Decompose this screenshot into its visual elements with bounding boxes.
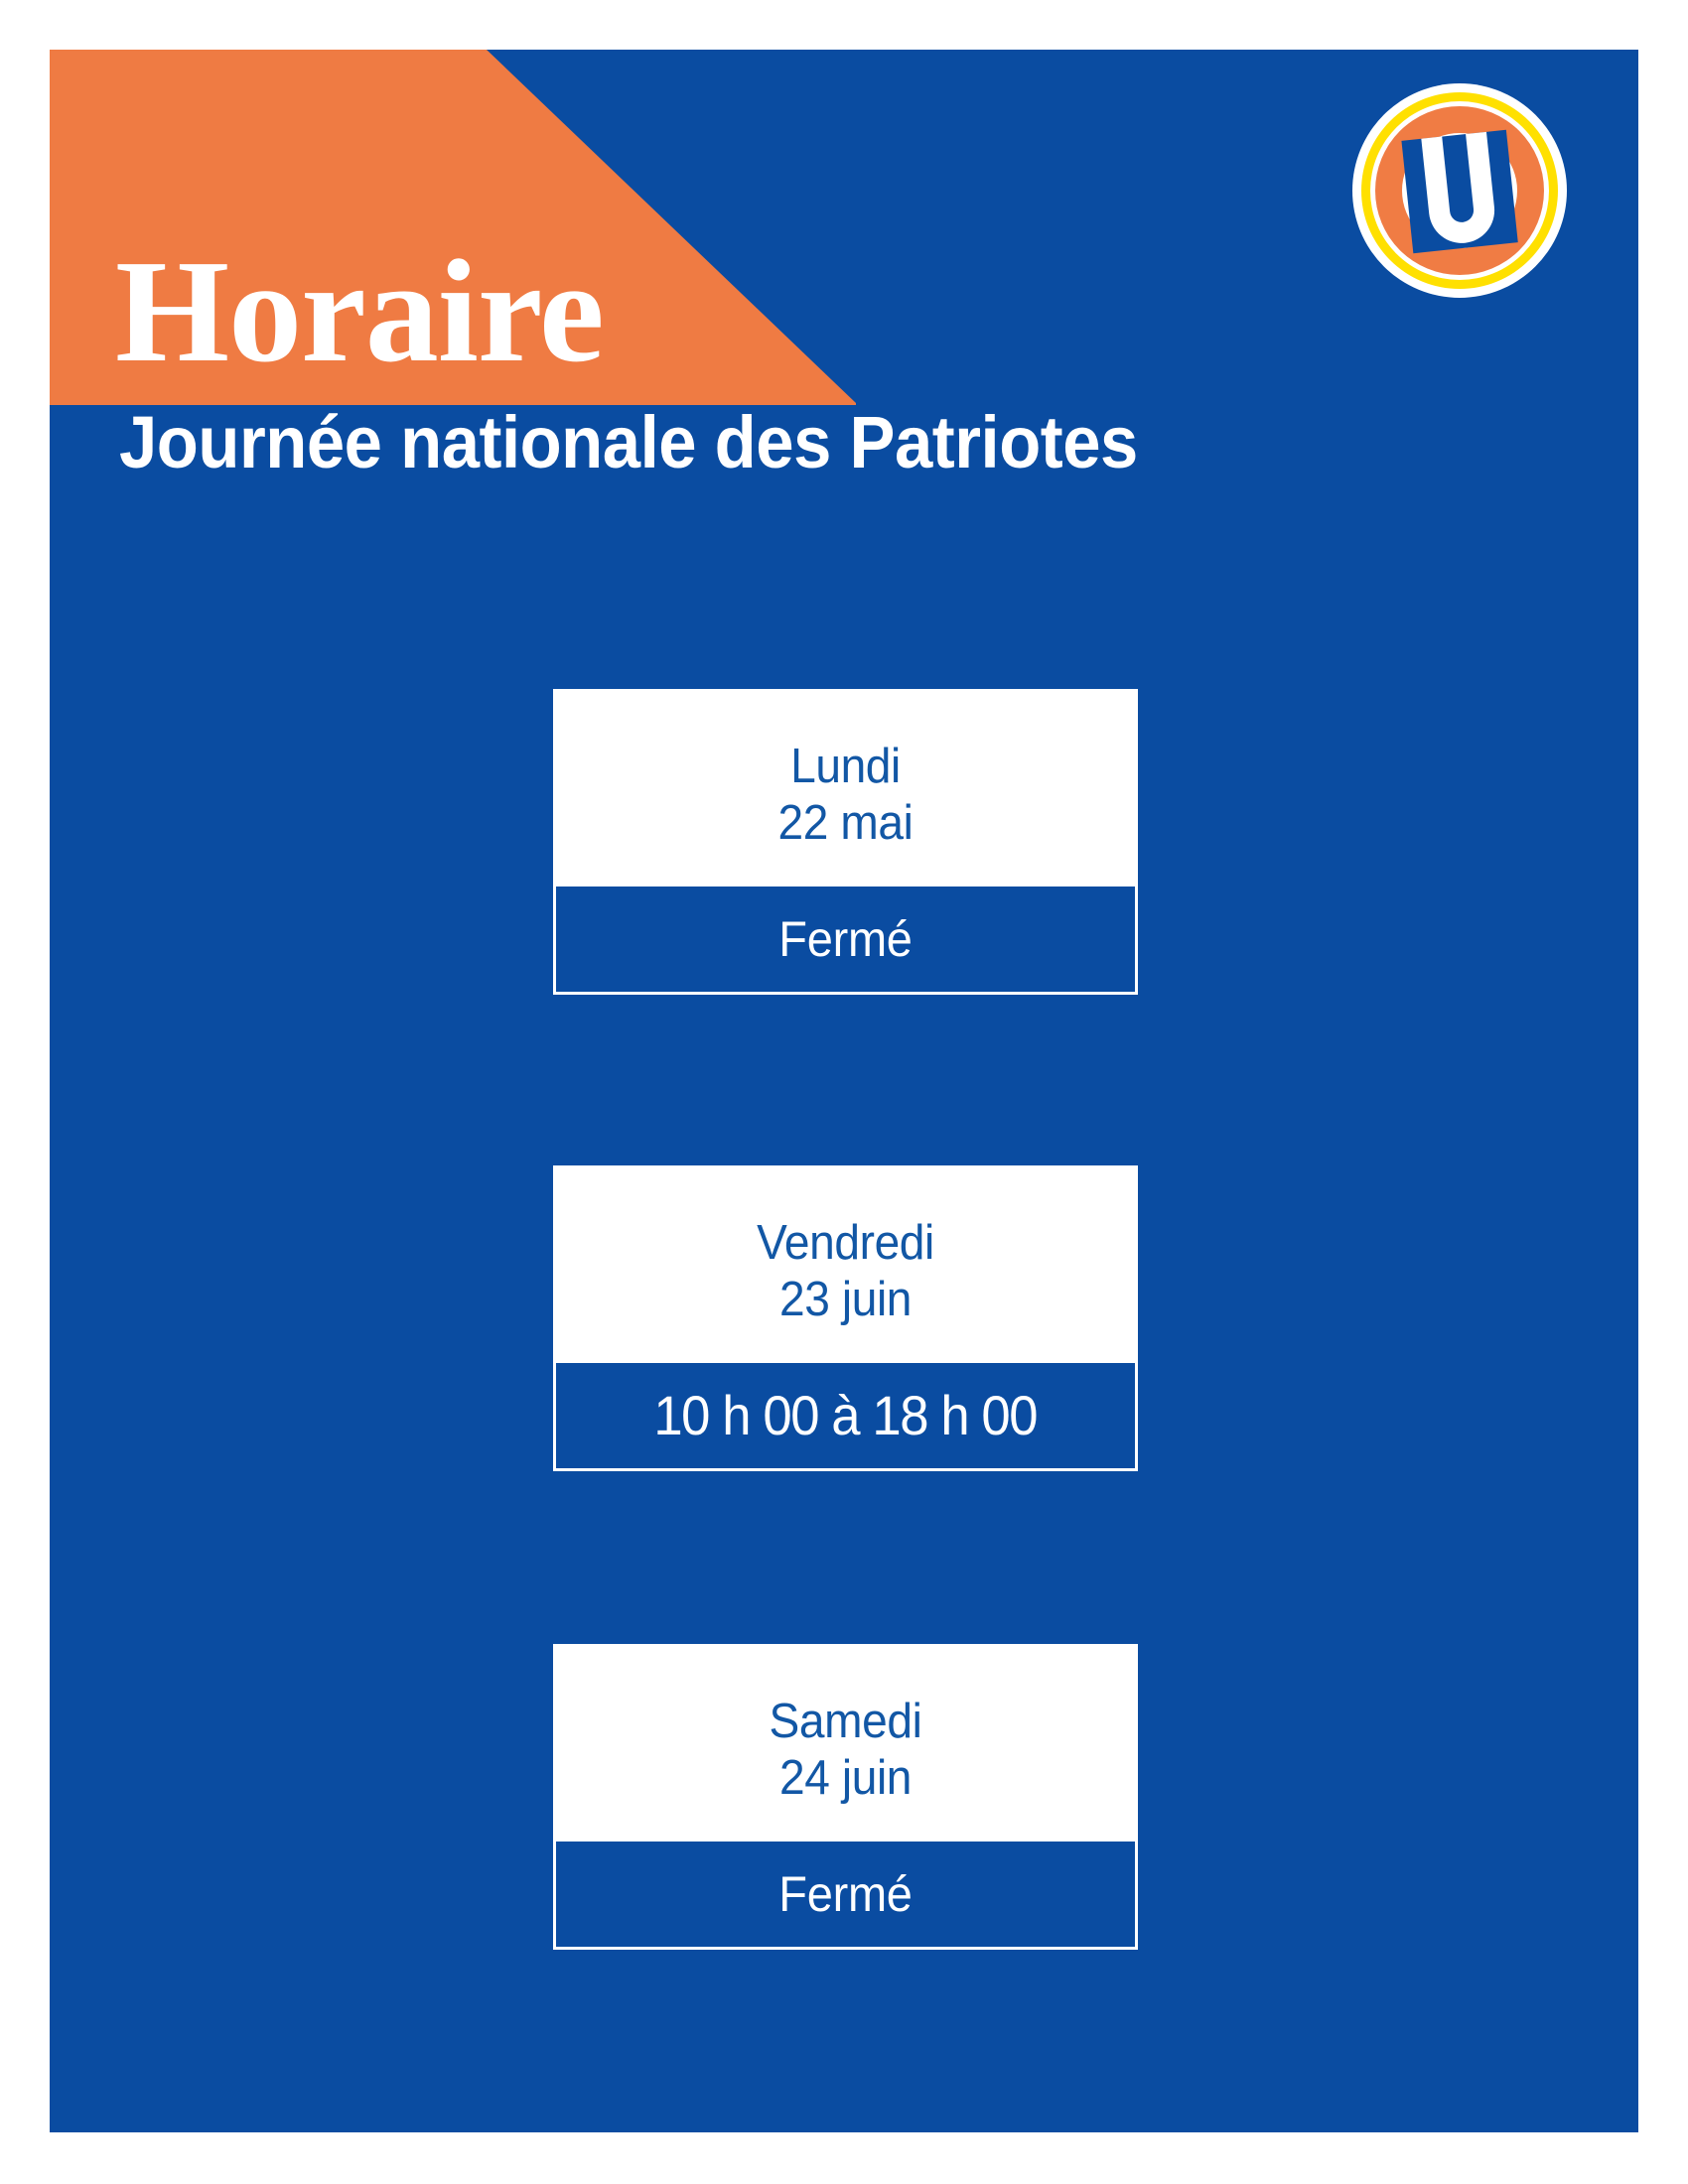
schedule-card-status-block: Fermé: [553, 1839, 1138, 1950]
schedule-day-name: Lundi: [790, 740, 901, 793]
schedule-card-day-block: Vendredi 23 juin: [553, 1165, 1138, 1360]
schedule-card-status-block: 10 h 00 à 18 h 00: [553, 1360, 1138, 1471]
schedule-card: Samedi 24 juin Fermé: [553, 1644, 1138, 1950]
universite-laval-logo: [1352, 83, 1567, 298]
poster-blue-panel: Horaire Journée nationale des Patriotes …: [50, 50, 1638, 2132]
status-badge: Fermé: [778, 911, 913, 967]
schedule-day-name: Vendredi: [757, 1216, 934, 1270]
schedule-day-name: Samedi: [769, 1695, 922, 1748]
schedule-day-date: 22 mai: [777, 796, 914, 851]
schedule-card-day-block: Samedi 24 juin: [553, 1644, 1138, 1839]
schedule-card: Vendredi 23 juin 10 h 00 à 18 h 00: [553, 1165, 1138, 1471]
schedule-card-status-block: Fermé: [553, 884, 1138, 995]
page-title: Horaire: [115, 230, 605, 393]
schedule-card-day-block: Lundi 22 mai: [553, 689, 1138, 884]
schedule-day-date: 23 juin: [778, 1273, 913, 1327]
status-badge: Fermé: [778, 1866, 913, 1922]
status-badge: 10 h 00 à 18 h 00: [653, 1384, 1039, 1446]
poster-headings: Horaire Journée nationale des Patriotes: [115, 238, 1605, 482]
schedule-card: Lundi 22 mai Fermé: [553, 689, 1138, 995]
page-subtitle: Journée nationale des Patriotes: [119, 401, 1138, 483]
schedule-day-date: 24 juin: [778, 1751, 913, 1806]
